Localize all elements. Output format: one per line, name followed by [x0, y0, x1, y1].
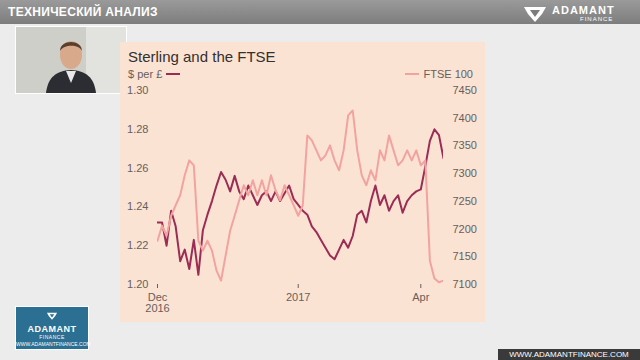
svg-text:1.22: 1.22 [127, 239, 148, 251]
html-text:FTSE 100: FTSE 100 [423, 68, 473, 80]
html-text:ADAMANT: ADAMANT [27, 324, 77, 334]
html-text:$ per £: $ per £ [128, 68, 163, 80]
svg-text:1.28: 1.28 [127, 123, 148, 135]
svg-text:7150: 7150 [453, 250, 477, 262]
svg-text:Apr: Apr [412, 291, 429, 303]
html-text:Sterling and the FTSE: Sterling and the FTSE [128, 48, 276, 65]
svg-text:1.20: 1.20 [127, 278, 148, 290]
svg-text:7200: 7200 [453, 223, 477, 235]
html-text:ТЕХНИЧЕСКИЙ АНАЛИЗ: ТЕХНИЧЕСКИЙ АНАЛИЗ [8, 5, 158, 19]
html-text:ADAMANT: ADAMANT [552, 4, 615, 16]
svg-text:7400: 7400 [453, 112, 477, 124]
svg-text:7350: 7350 [453, 139, 477, 151]
svg-text:7300: 7300 [453, 167, 477, 179]
svg-text:7450: 7450 [453, 84, 477, 96]
html-text:FINANCE: FINANCE [580, 16, 614, 22]
svg-text:7100: 7100 [453, 278, 477, 290]
html-text:FINANCE: FINANCE [39, 334, 65, 340]
svg-text:7250: 7250 [453, 195, 477, 207]
svg-text:1.24: 1.24 [127, 200, 148, 212]
html-text:WWW.ADAMANTFINANCE.COM: WWW.ADAMANTFINANCE.COM [509, 350, 629, 359]
svg-text:1.30: 1.30 [127, 84, 148, 96]
html-text:WWW.ADAMANTFINANCE.COM: WWW.ADAMANTFINANCE.COM [16, 341, 91, 347]
svg-text:2017: 2017 [286, 291, 310, 303]
svg-text:1.26: 1.26 [127, 162, 148, 174]
svg-text:Dec2016: Dec2016 [145, 291, 169, 314]
